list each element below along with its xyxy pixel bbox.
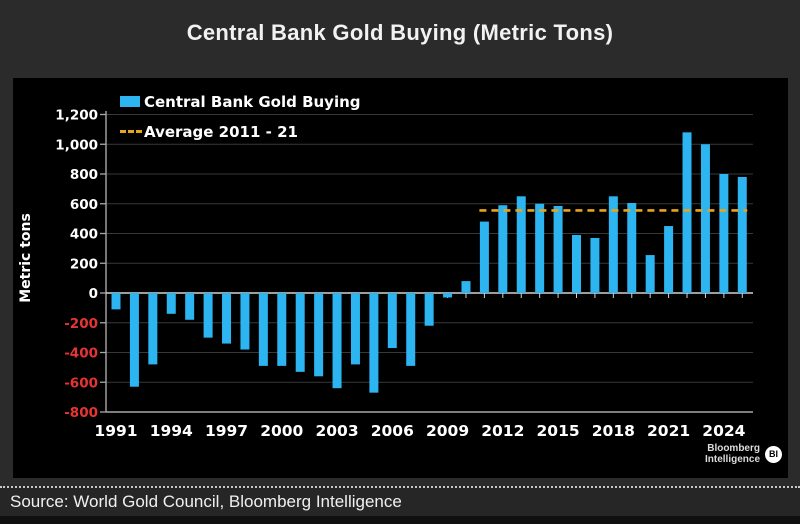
x-tick-label: 2024 bbox=[702, 422, 745, 440]
x-tick-label: 2012 bbox=[481, 422, 524, 440]
x-tick-label: 2000 bbox=[260, 422, 303, 440]
y-tick-label: -400 bbox=[64, 346, 98, 362]
bloomberg-intelligence-logo: Bloomberg Intelligence BI bbox=[705, 443, 782, 465]
source-text: Source: World Gold Council, Bloomberg In… bbox=[10, 492, 402, 511]
bar-2001 bbox=[295, 293, 305, 372]
x-tick-label: 2009 bbox=[426, 422, 469, 440]
y-tick-label: -200 bbox=[64, 316, 98, 332]
bar-2005 bbox=[369, 293, 379, 393]
bar-2018 bbox=[608, 196, 618, 293]
bi-badge-icon: BI bbox=[765, 445, 782, 463]
bar-2010 bbox=[461, 281, 471, 293]
y-axis-title: Metric tons bbox=[18, 213, 34, 303]
bar-2000 bbox=[277, 293, 287, 366]
y-tick-label: 200 bbox=[70, 256, 98, 272]
chart-legend: Central Bank Gold Buying Average 2011 - … bbox=[120, 91, 361, 142]
bar-1998 bbox=[240, 293, 250, 350]
bar-2008 bbox=[424, 293, 434, 326]
legend-item-average: Average 2011 - 21 bbox=[120, 121, 361, 142]
bar-1995 bbox=[185, 293, 195, 320]
chart-panel: 1,200 1,000 800 600 400 200 0 -200 -400 -600 -800 1… bbox=[13, 78, 788, 478]
bottom-strip bbox=[0, 516, 800, 524]
bar-1997 bbox=[222, 293, 232, 344]
bar-2020 bbox=[645, 255, 655, 293]
bar-2023 bbox=[700, 144, 710, 293]
bar-2011 bbox=[479, 221, 489, 293]
y-tick-label: -800 bbox=[64, 405, 98, 421]
y-tick-label: 1,200 bbox=[55, 108, 98, 124]
x-tick-label: 2006 bbox=[371, 422, 414, 440]
bar-1992 bbox=[129, 293, 139, 387]
bar-2006 bbox=[387, 293, 397, 349]
x-tick-label: 1994 bbox=[150, 422, 193, 440]
title-bar: Central Bank Gold Buying (Metric Tons) bbox=[0, 0, 800, 66]
bloomberg-text: Bloomberg bbox=[707, 443, 760, 454]
x-tick-label: 1997 bbox=[205, 422, 248, 440]
source-bar: Source: World Gold Council, Bloomberg In… bbox=[0, 486, 800, 516]
legend-item-bars: Central Bank Gold Buying bbox=[120, 91, 361, 112]
bar-2003 bbox=[332, 293, 342, 389]
y-tick-label: 800 bbox=[70, 167, 98, 183]
bar-2024 bbox=[719, 174, 729, 293]
x-tick-label: 2015 bbox=[537, 422, 580, 440]
page-title: Central Bank Gold Buying (Metric Tons) bbox=[186, 20, 614, 45]
x-tick-label: 2021 bbox=[647, 422, 690, 440]
y-tick-label: 0 bbox=[89, 286, 98, 302]
bar-2016 bbox=[572, 234, 581, 293]
bar-1994 bbox=[166, 293, 176, 314]
bar-1991 bbox=[111, 293, 121, 310]
bar-1999 bbox=[258, 293, 268, 366]
bar-chart: 1,2001,0008006004002000-200-400-600-8001… bbox=[18, 108, 753, 440]
bar-1996 bbox=[203, 293, 213, 338]
dashed-line-icon bbox=[120, 130, 142, 133]
bar-series-swatch-icon bbox=[120, 96, 140, 107]
legend-bars-label: Central Bank Gold Buying bbox=[144, 92, 361, 111]
bar-2017 bbox=[590, 237, 600, 293]
legend-average-label: Average 2011 - 21 bbox=[144, 122, 298, 141]
x-tick-label: 2018 bbox=[592, 422, 635, 440]
bar-2022 bbox=[682, 132, 692, 293]
bar-2014 bbox=[535, 203, 545, 293]
bar-2021 bbox=[664, 226, 674, 293]
bar-2025 bbox=[737, 176, 747, 293]
x-tick-label: 2003 bbox=[315, 422, 358, 440]
bar-2007 bbox=[406, 293, 416, 366]
bar-2009 bbox=[443, 293, 453, 298]
y-tick-label: 400 bbox=[70, 227, 98, 243]
bar-2013 bbox=[516, 196, 526, 293]
y-tick-label: 1,000 bbox=[55, 137, 98, 153]
bar-2012 bbox=[498, 205, 508, 293]
bar-1993 bbox=[148, 293, 158, 365]
intelligence-text: Intelligence bbox=[704, 454, 760, 465]
bloomberg-intelligence-wordmark: Bloomberg Intelligence bbox=[705, 443, 760, 465]
bar-2019 bbox=[627, 203, 637, 293]
bar-2002 bbox=[314, 293, 324, 377]
x-tick-label: 1991 bbox=[94, 422, 137, 440]
bar-2004 bbox=[350, 293, 360, 365]
y-tick-label: 600 bbox=[70, 197, 98, 213]
bar-2015 bbox=[553, 205, 563, 293]
y-tick-label: -600 bbox=[64, 375, 98, 391]
